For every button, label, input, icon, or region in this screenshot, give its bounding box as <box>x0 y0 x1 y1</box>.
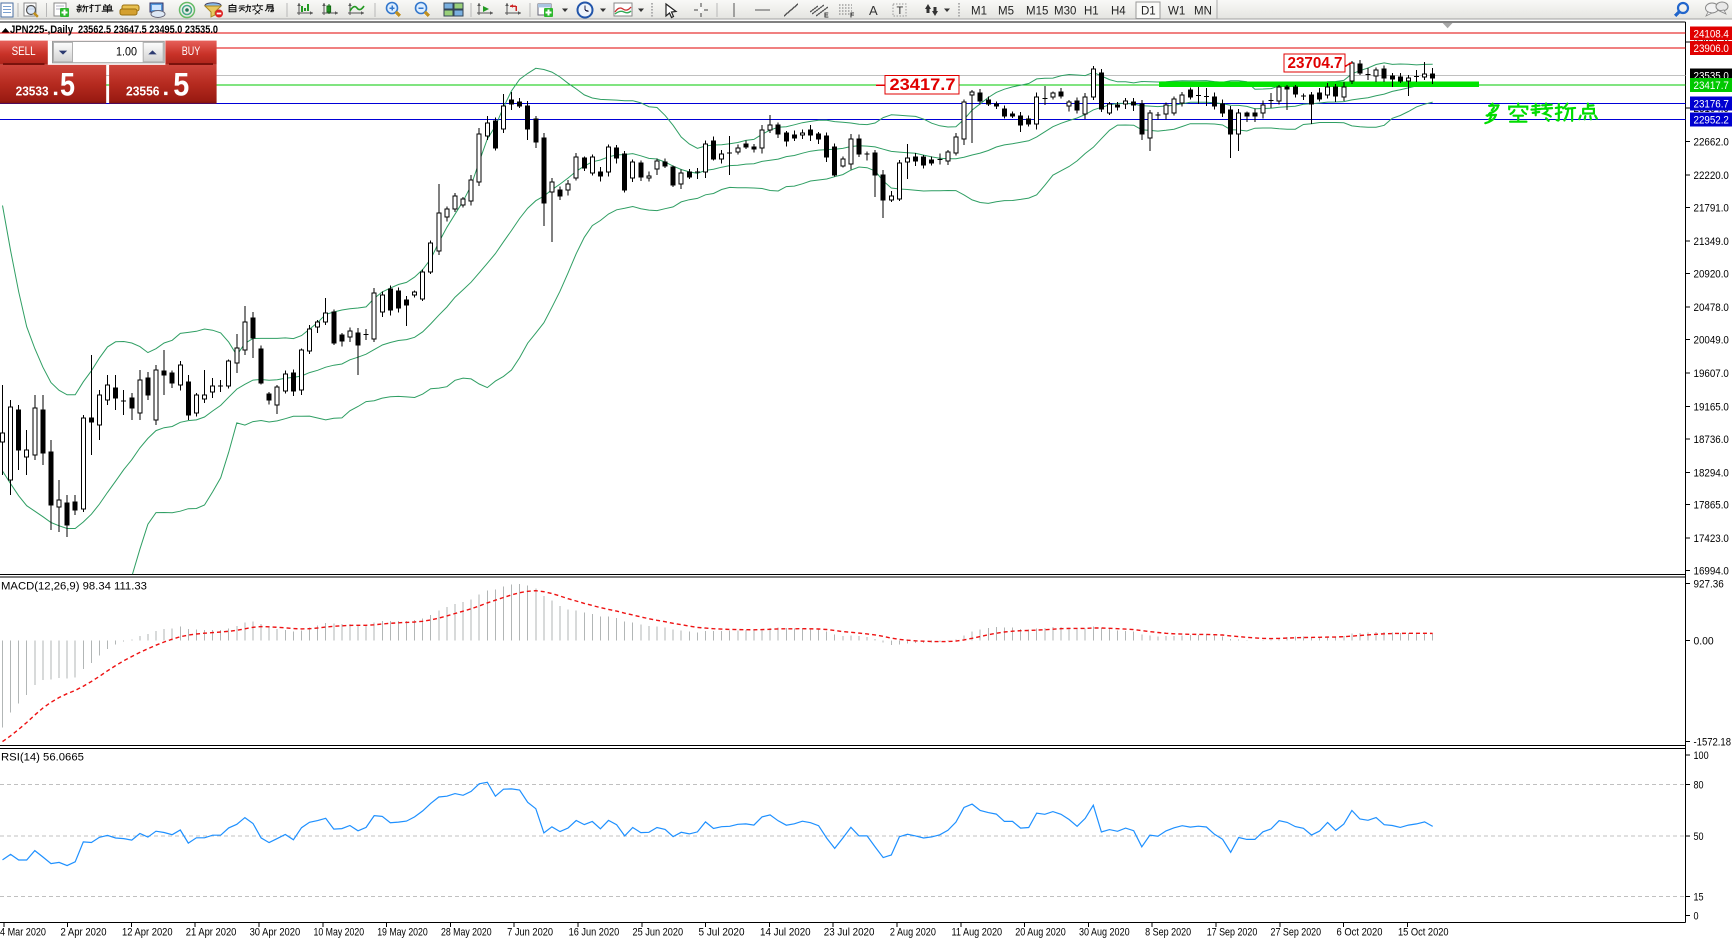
svg-text:20478.0: 20478.0 <box>1694 302 1729 314</box>
svg-text:22662.0: 22662.0 <box>1694 137 1729 149</box>
svg-text:23562.5 23647.5 23495.0 23535.: 23562.5 23647.5 23495.0 23535.0 <box>78 24 218 36</box>
svg-text:F: F <box>850 13 855 20</box>
svg-text:5 Jul 2020: 5 Jul 2020 <box>699 927 745 939</box>
svg-text:MN: MN <box>1194 6 1212 18</box>
svg-text:80: 80 <box>1694 779 1704 791</box>
svg-text:H1: H1 <box>1084 6 1099 18</box>
svg-text:MACD(12,26,9) 98.34 111.33: MACD(12,26,9) 98.34 111.33 <box>1 581 147 593</box>
svg-text:M5: M5 <box>998 6 1014 18</box>
svg-text:50: 50 <box>1694 831 1704 843</box>
svg-text:11 Aug 2020: 11 Aug 2020 <box>952 927 1003 939</box>
svg-text:927.36: 927.36 <box>1694 579 1724 591</box>
svg-text:E: E <box>824 13 829 20</box>
svg-text:21791.0: 21791.0 <box>1694 203 1729 215</box>
svg-text:23417.7: 23417.7 <box>1694 80 1729 92</box>
svg-text:15: 15 <box>1694 892 1704 904</box>
svg-text:12 Apr 2020: 12 Apr 2020 <box>122 927 173 939</box>
svg-text:RSI(14) 56.0665: RSI(14) 56.0665 <box>1 752 84 764</box>
svg-text:4 Mar 2020: 4 Mar 2020 <box>0 927 46 939</box>
svg-text:21349.0: 21349.0 <box>1694 236 1729 248</box>
svg-text:23533: 23533 <box>16 85 49 99</box>
svg-text:16994.0: 16994.0 <box>1694 566 1729 578</box>
svg-text:M1: M1 <box>971 6 987 18</box>
svg-text:20 Aug 2020: 20 Aug 2020 <box>1015 927 1066 939</box>
svg-text:20049.0: 20049.0 <box>1694 334 1729 346</box>
svg-text:2 Apr 2020: 2 Apr 2020 <box>61 927 107 939</box>
svg-text:21 Apr 2020: 21 Apr 2020 <box>186 927 237 939</box>
svg-text:SELL: SELL <box>12 46 37 58</box>
svg-text:6 Oct 2020: 6 Oct 2020 <box>1337 927 1383 939</box>
svg-text:19 May 2020: 19 May 2020 <box>377 927 428 939</box>
svg-text:28 May 2020: 28 May 2020 <box>441 927 492 939</box>
svg-text:5: 5 <box>60 67 75 103</box>
svg-text:18736.0: 18736.0 <box>1694 434 1729 446</box>
svg-text:T: T <box>897 5 904 17</box>
svg-text:22952.2: 22952.2 <box>1694 115 1729 127</box>
svg-text:15 Oct 2020: 15 Oct 2020 <box>1398 927 1449 939</box>
svg-text:0: 0 <box>1694 911 1699 923</box>
svg-text:23176.7: 23176.7 <box>1694 99 1729 111</box>
svg-text:20920.0: 20920.0 <box>1694 269 1729 281</box>
svg-text:JPN225-,Daily: JPN225-,Daily <box>10 24 74 36</box>
svg-text:30 Apr 2020: 30 Apr 2020 <box>250 927 301 939</box>
svg-text:100: 100 <box>1694 750 1709 762</box>
svg-text:BUY: BUY <box>182 46 201 58</box>
svg-text:27 Sep 2020: 27 Sep 2020 <box>1271 927 1322 939</box>
svg-text:23556: 23556 <box>126 85 160 99</box>
svg-text:16 Jun 2020: 16 Jun 2020 <box>569 927 620 939</box>
svg-text:M30: M30 <box>1054 6 1076 18</box>
svg-text:25 Jun 2020: 25 Jun 2020 <box>633 927 684 939</box>
svg-text:23704.7: 23704.7 <box>1288 55 1343 72</box>
svg-text:8 Sep 2020: 8 Sep 2020 <box>1145 927 1191 939</box>
svg-text:A: A <box>869 3 878 18</box>
svg-text:0.00: 0.00 <box>1694 636 1714 648</box>
svg-text:-1572.18: -1572.18 <box>1694 737 1732 749</box>
svg-text:2 Aug 2020: 2 Aug 2020 <box>890 927 936 939</box>
svg-text:5: 5 <box>173 67 189 103</box>
svg-text:23906.0: 23906.0 <box>1694 43 1729 55</box>
svg-text:24108.4: 24108.4 <box>1694 28 1729 40</box>
svg-text:22220.0: 22220.0 <box>1694 170 1729 182</box>
svg-text:W1: W1 <box>1168 6 1185 18</box>
svg-text:M15: M15 <box>1026 6 1048 18</box>
svg-text:23417.7: 23417.7 <box>890 75 956 94</box>
svg-text:19165.0: 19165.0 <box>1694 401 1729 413</box>
svg-text:17 Sep 2020: 17 Sep 2020 <box>1207 927 1258 939</box>
svg-text:17865.0: 17865.0 <box>1694 500 1729 512</box>
svg-text:14 Jul 2020: 14 Jul 2020 <box>760 927 811 939</box>
svg-text:30 Aug 2020: 30 Aug 2020 <box>1079 927 1130 939</box>
svg-text:18294.0: 18294.0 <box>1694 467 1729 479</box>
svg-text:23 Jul 2020: 23 Jul 2020 <box>824 927 875 939</box>
svg-text:19607.0: 19607.0 <box>1694 368 1729 380</box>
svg-text:17423.0: 17423.0 <box>1694 533 1729 545</box>
svg-text:H4: H4 <box>1111 6 1126 18</box>
svg-text:D1: D1 <box>1141 6 1156 18</box>
svg-text:1.00: 1.00 <box>116 46 137 58</box>
svg-text:7 Jun 2020: 7 Jun 2020 <box>507 927 553 939</box>
svg-text:10 May 2020: 10 May 2020 <box>314 927 365 939</box>
